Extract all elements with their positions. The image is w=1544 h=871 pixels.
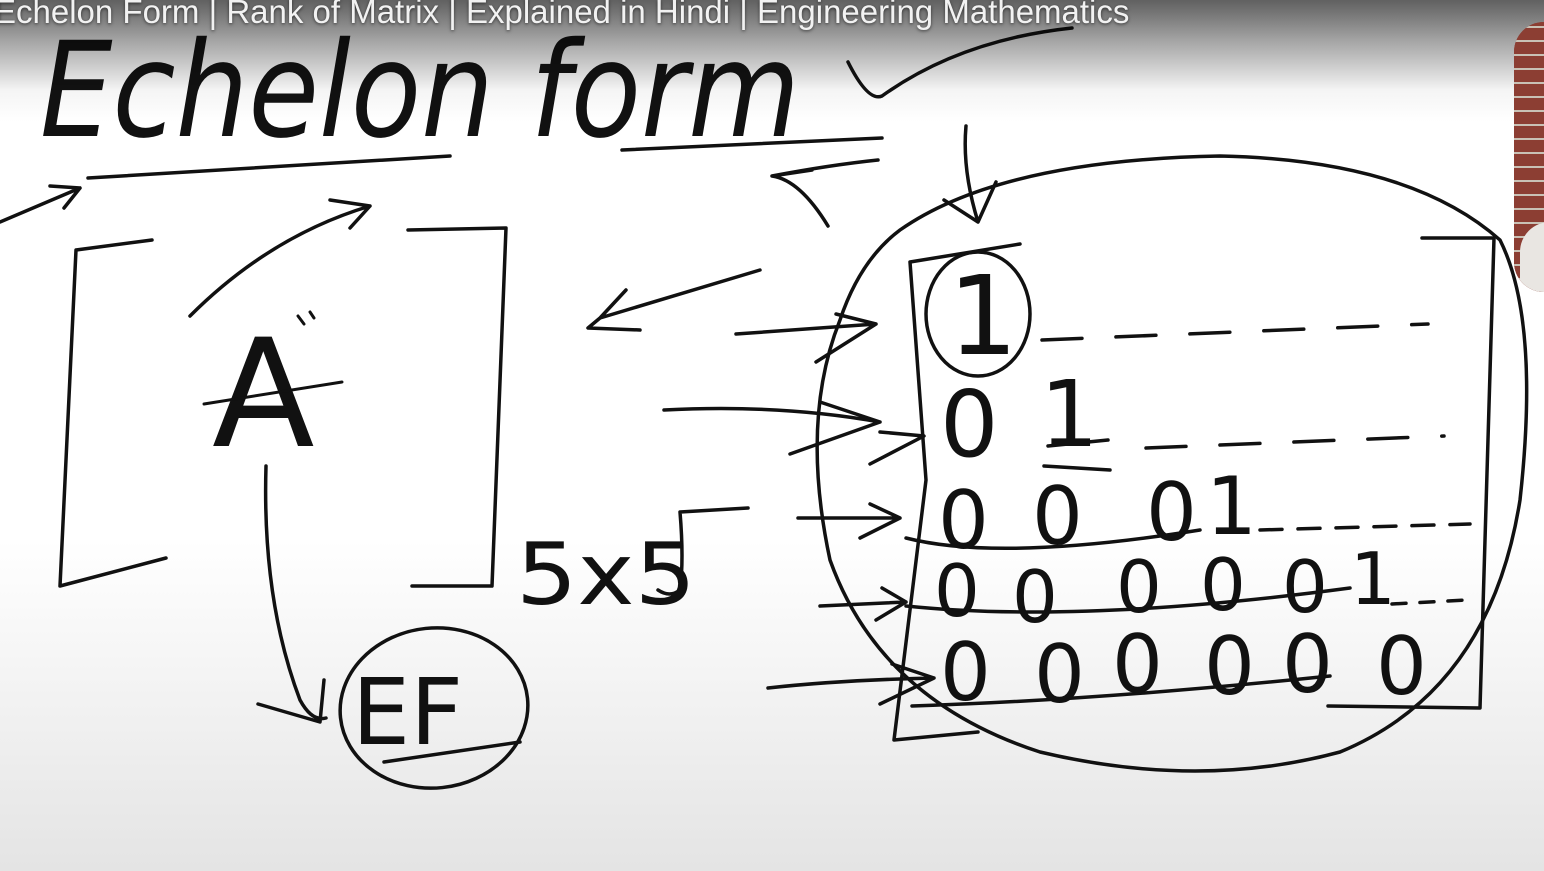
entry-r3-c4: 1 [1206, 460, 1257, 553]
row-strike-5 [910, 674, 1332, 708]
bracket-left [58, 238, 168, 588]
entry-r5-c2: 0 [1034, 628, 1085, 721]
row-underline-2 [1042, 438, 1112, 472]
top-arrow-down [942, 124, 998, 224]
echelon-enclosure [815, 154, 1529, 773]
title-overlay: Echelon Form | Rank of Matrix | Explaine… [0, 0, 1544, 90]
entry-r5-c5: 0 [1282, 618, 1333, 711]
video-title[interactable]: Echelon Form | Rank of Matrix | Explaine… [0, 0, 1130, 30]
arrow-a-to-ef [256, 464, 328, 724]
curve-arrow-top [770, 158, 880, 228]
a-prime-mark [296, 310, 316, 326]
entry-r2-c2: 1 [1040, 361, 1099, 468]
entry-r4-c1: 0 [934, 549, 980, 633]
entry-r3-c3: 0 [1146, 466, 1197, 559]
pivot-circle-1 [924, 250, 1032, 378]
row-strike-3 [904, 528, 1202, 551]
entry-r1-c1: 1 [948, 252, 1018, 380]
entry-r4-c5: 0 [1282, 545, 1328, 629]
entry-r4-c4: 0 [1200, 543, 1246, 627]
entry-r4-c3: 0 [1116, 545, 1162, 629]
arrow-left-margin [0, 184, 82, 224]
row-dashes-4 [1390, 598, 1468, 606]
result-label: EF [352, 659, 463, 766]
arrow-top-of-matrix [188, 198, 372, 318]
row-dashes-3 [1258, 522, 1472, 532]
row-dashes-1 [1040, 322, 1430, 342]
row-arrow-3 [796, 502, 902, 540]
entry-r4-c6: 1 [1350, 537, 1396, 621]
heading-underline-right [620, 136, 884, 152]
entry-r3-c1: 0 [938, 474, 989, 567]
entry-r5-c1: 0 [940, 626, 991, 719]
row-arrow-1 [734, 312, 878, 364]
row-strike-4 [904, 586, 1352, 614]
row-arrow-5 [766, 662, 936, 706]
size-label: 5x5 [516, 525, 696, 625]
entry-r5-c3: 0 [1112, 618, 1163, 711]
bracket-right [406, 226, 508, 588]
ef-underline [382, 740, 522, 764]
presenter-webcam-icon [1514, 22, 1544, 292]
a-crossbar [202, 380, 344, 406]
entry-r3-c2: 0 [1032, 470, 1083, 563]
row-dashes-2 [1144, 434, 1446, 450]
entry-r5-c4: 0 [1204, 620, 1255, 713]
row-arrow-4 [818, 586, 908, 622]
row-arrow-2 [662, 400, 926, 466]
entry-r4-c2: 0 [1012, 555, 1058, 639]
size-hook [656, 506, 750, 596]
arrow-to-matrix-a [586, 268, 762, 332]
entry-r5-c6: 0 [1376, 620, 1427, 713]
entry-r2-c1: 0 [940, 371, 999, 478]
ef-circle [338, 626, 530, 790]
heading-underline-left [86, 154, 452, 180]
